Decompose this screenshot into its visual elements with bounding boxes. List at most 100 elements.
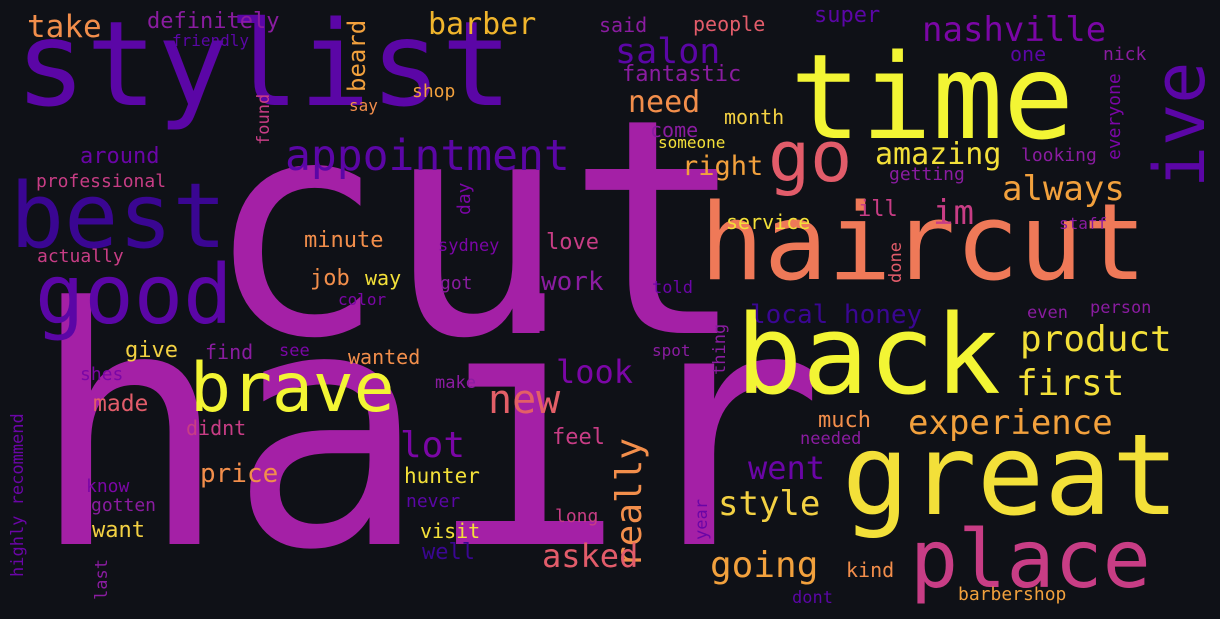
word: people — [693, 12, 766, 36]
word: go — [768, 116, 853, 198]
word: know — [86, 476, 130, 497]
word: style — [718, 484, 821, 524]
word: fantastic — [622, 62, 742, 87]
word: never — [406, 491, 461, 512]
word: didnt — [186, 416, 247, 440]
word: done — [886, 242, 906, 283]
word: made — [93, 391, 149, 417]
word: hunter — [404, 464, 480, 488]
word: wanted — [348, 345, 421, 369]
word: definitely — [147, 9, 280, 34]
word: super — [814, 3, 881, 28]
word: feel — [552, 425, 605, 450]
word: friendly — [172, 31, 250, 50]
word: ive — [1139, 61, 1220, 188]
word: one — [1010, 42, 1047, 66]
word: come — [650, 118, 699, 142]
word: told — [652, 278, 693, 298]
word: thing — [710, 323, 730, 375]
word: month — [724, 105, 785, 129]
word: highly recommend — [8, 413, 28, 577]
word: barber — [428, 7, 537, 42]
word: amazing — [875, 137, 1002, 172]
word: spot — [652, 341, 691, 360]
word: actually — [37, 246, 124, 267]
word: nashville — [922, 10, 1107, 50]
word: found — [254, 93, 274, 145]
word: much — [818, 408, 871, 433]
word: year — [692, 499, 712, 540]
word: good — [35, 248, 233, 343]
word: hair — [30, 238, 825, 619]
word: local honey — [750, 300, 923, 330]
word: place — [910, 513, 1151, 606]
word: make — [435, 373, 476, 393]
word: best — [10, 164, 227, 269]
word: work — [541, 267, 604, 297]
word: brave — [190, 349, 395, 428]
word: visit — [420, 519, 481, 543]
word: beard — [343, 19, 371, 92]
word: around — [80, 144, 160, 169]
word: product — [1020, 319, 1172, 360]
word: time — [790, 28, 1075, 166]
word: right — [682, 151, 764, 182]
word: back — [736, 291, 1001, 419]
word: haircut — [700, 181, 1147, 304]
word: love — [546, 230, 599, 255]
word: salon — [615, 32, 721, 72]
word: dont — [792, 588, 833, 608]
word: appointment — [285, 131, 570, 181]
word: say — [349, 96, 378, 115]
word: shop — [412, 81, 456, 102]
word: last — [92, 559, 112, 600]
word: cut — [205, 55, 747, 404]
word: see — [279, 341, 310, 361]
word: going — [710, 545, 819, 586]
word: looking — [1021, 145, 1097, 166]
word: got — [440, 273, 473, 294]
word: person — [1090, 298, 1152, 318]
word: day — [454, 182, 475, 215]
word: give — [125, 338, 178, 363]
word: kind — [846, 558, 895, 582]
word: look — [556, 353, 634, 391]
word: first — [1016, 363, 1125, 404]
word: barbershop — [958, 584, 1067, 605]
word: long — [555, 506, 599, 527]
word: nick — [1103, 44, 1147, 65]
word: experience — [908, 403, 1113, 443]
word: im — [933, 193, 974, 233]
word: minute — [304, 228, 384, 253]
word: well — [422, 540, 475, 565]
word: everyone — [1104, 73, 1125, 160]
word: service — [726, 210, 811, 234]
word: said — [599, 13, 648, 37]
word: job — [310, 266, 350, 291]
word: way — [365, 266, 402, 290]
word: want — [92, 518, 145, 543]
word: sydney — [438, 236, 500, 256]
word: always — [1002, 169, 1125, 209]
word: lot — [400, 425, 466, 466]
word: price — [200, 459, 279, 489]
word: ill — [858, 197, 898, 222]
word: color — [338, 290, 387, 309]
word: find — [205, 340, 254, 364]
word: professional — [36, 171, 167, 192]
word: staff — [1059, 214, 1108, 233]
word: shes — [80, 364, 124, 385]
word: need — [628, 85, 701, 120]
word: went — [748, 449, 826, 487]
word: someone — [658, 133, 726, 152]
word: gotten — [91, 495, 157, 516]
word: new — [488, 377, 561, 423]
word: needed — [800, 429, 862, 449]
word: even — [1027, 303, 1068, 323]
word: great — [842, 411, 1180, 541]
word: take — [27, 9, 102, 45]
word: asked — [542, 537, 639, 575]
word: getting — [889, 164, 965, 185]
word: stylist — [15, 0, 513, 133]
